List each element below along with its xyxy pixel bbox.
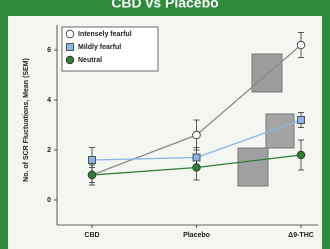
marker [193, 164, 201, 172]
y-tick-label: 6 [47, 47, 51, 54]
marker [297, 151, 305, 159]
legend-marker [66, 56, 74, 64]
y-axis-label: No. of SCR Fluctuations, Mean (SEM) [23, 58, 30, 182]
legend-label: Intensely fearful [78, 31, 132, 38]
marker [88, 171, 96, 179]
y-tick-label: 4 [47, 97, 51, 104]
face [238, 148, 268, 186]
legend-marker [66, 30, 74, 38]
y-tick-label: 0 [47, 197, 51, 204]
x-tick-label: Δ9-THC [288, 232, 314, 239]
marker [89, 157, 96, 164]
chart-title: CBD vs Placebo [111, 0, 218, 11]
legend-label: Neutral [78, 57, 102, 64]
marker [193, 154, 200, 161]
legend-label: Mildly fearful [78, 44, 121, 51]
face [252, 54, 282, 92]
legend-marker [67, 44, 74, 51]
chart: CBD vs Placebo No. of SCR Fluctuations, … [0, 0, 330, 249]
y-tick-label: 2 [47, 147, 51, 154]
marker [298, 117, 305, 124]
marker [193, 131, 201, 139]
x-tick-label: CBD [84, 232, 99, 239]
marker [297, 41, 305, 49]
x-tick-label: Placebo [183, 232, 210, 239]
